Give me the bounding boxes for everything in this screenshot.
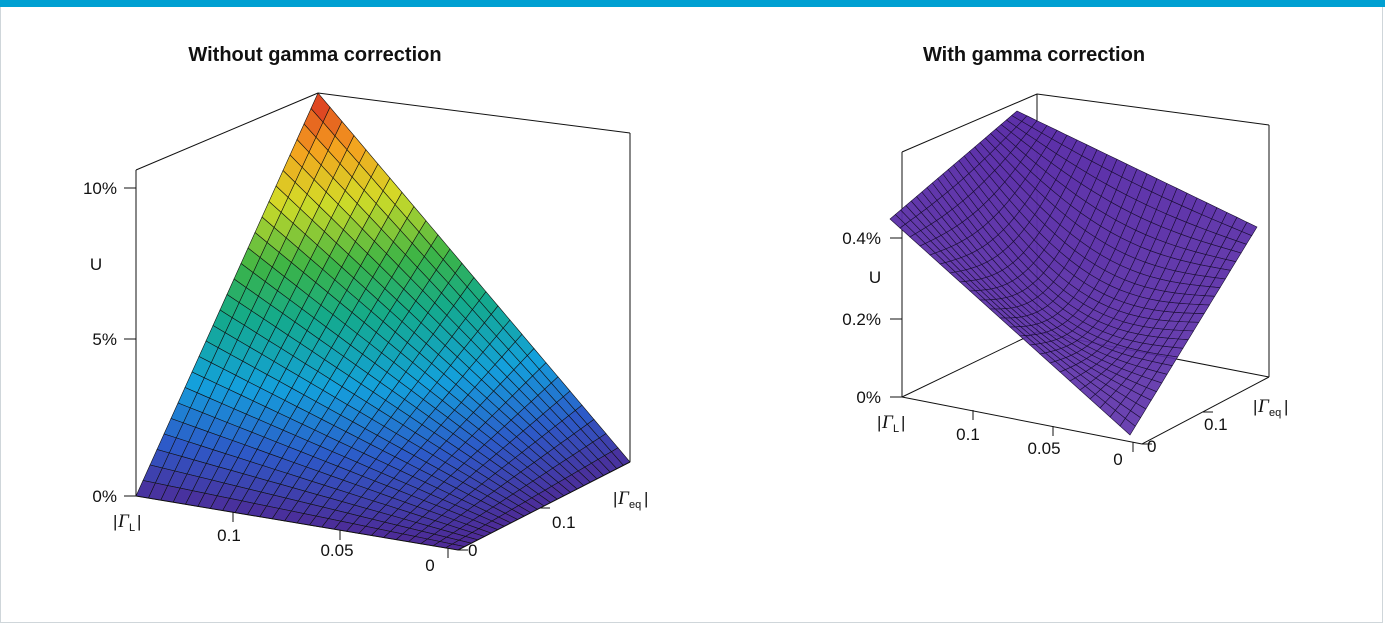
svg-text:eq: eq (629, 499, 641, 511)
z-tick-1: 0.2% (842, 310, 881, 329)
y-axis-label: | Γ eq | (613, 488, 648, 511)
y-tick-0.1: 0.1 (552, 513, 576, 532)
chart-right-title: With gamma correction (923, 44, 1145, 66)
svg-text:Γ: Γ (1257, 396, 1270, 417)
x-tick-0: 0 (425, 556, 434, 575)
x-tick-0.1: 0.1 (956, 425, 980, 444)
svg-text:Γ: Γ (881, 412, 894, 433)
y-tick-0.1: 0.1 (1204, 415, 1228, 434)
x-tick-0.05: 0.05 (1027, 439, 1060, 458)
y-tick-0: 0 (468, 541, 477, 560)
y-axis-label: | Γ eq | (1253, 396, 1288, 419)
svg-text:|: | (877, 413, 881, 432)
z-tick-0: 0% (856, 388, 881, 407)
chart-left-surface (135, 92, 631, 551)
chart-right-surface (889, 110, 1258, 436)
x-tick-0.1: 0.1 (217, 526, 241, 545)
y-tick-0: 0 (1147, 437, 1156, 456)
svg-text:eq: eq (1269, 407, 1281, 419)
svg-text:L: L (129, 522, 135, 534)
z-axis-label: U (869, 268, 881, 287)
svg-text:|: | (137, 512, 141, 531)
svg-text:L: L (893, 423, 899, 435)
chart-left-title: Without gamma correction (188, 44, 441, 66)
x-axis-label: | Γ L | (877, 412, 905, 435)
chart-left: Without gamma correction (83, 44, 648, 575)
x-tick-0: 0 (1113, 450, 1122, 469)
x-axis-label: | Γ L | (113, 511, 141, 534)
svg-text:|: | (1284, 397, 1288, 416)
svg-text:Γ: Γ (117, 511, 130, 532)
chart-left-axes (124, 187, 631, 558)
z-axis-label: U (90, 255, 102, 274)
z-tick-2: 0.4% (842, 229, 881, 248)
svg-text:|: | (1253, 397, 1257, 416)
z-tick-2: 10% (83, 179, 117, 198)
z-tick-0: 0% (92, 487, 117, 506)
chart-right-axes (890, 237, 1270, 452)
svg-text:|: | (644, 489, 648, 508)
z-tick-1: 5% (92, 330, 117, 349)
svg-text:|: | (901, 413, 905, 432)
accent-bar (0, 0, 1385, 7)
svg-text:|: | (613, 489, 617, 508)
svg-text:|: | (113, 512, 117, 531)
svg-text:Γ: Γ (617, 488, 630, 509)
x-tick-0.05: 0.05 (320, 541, 353, 560)
chart-right: With gamma correction 0% 0.2% 0.4% U (842, 44, 1288, 469)
surface-cell (1119, 417, 1136, 436)
